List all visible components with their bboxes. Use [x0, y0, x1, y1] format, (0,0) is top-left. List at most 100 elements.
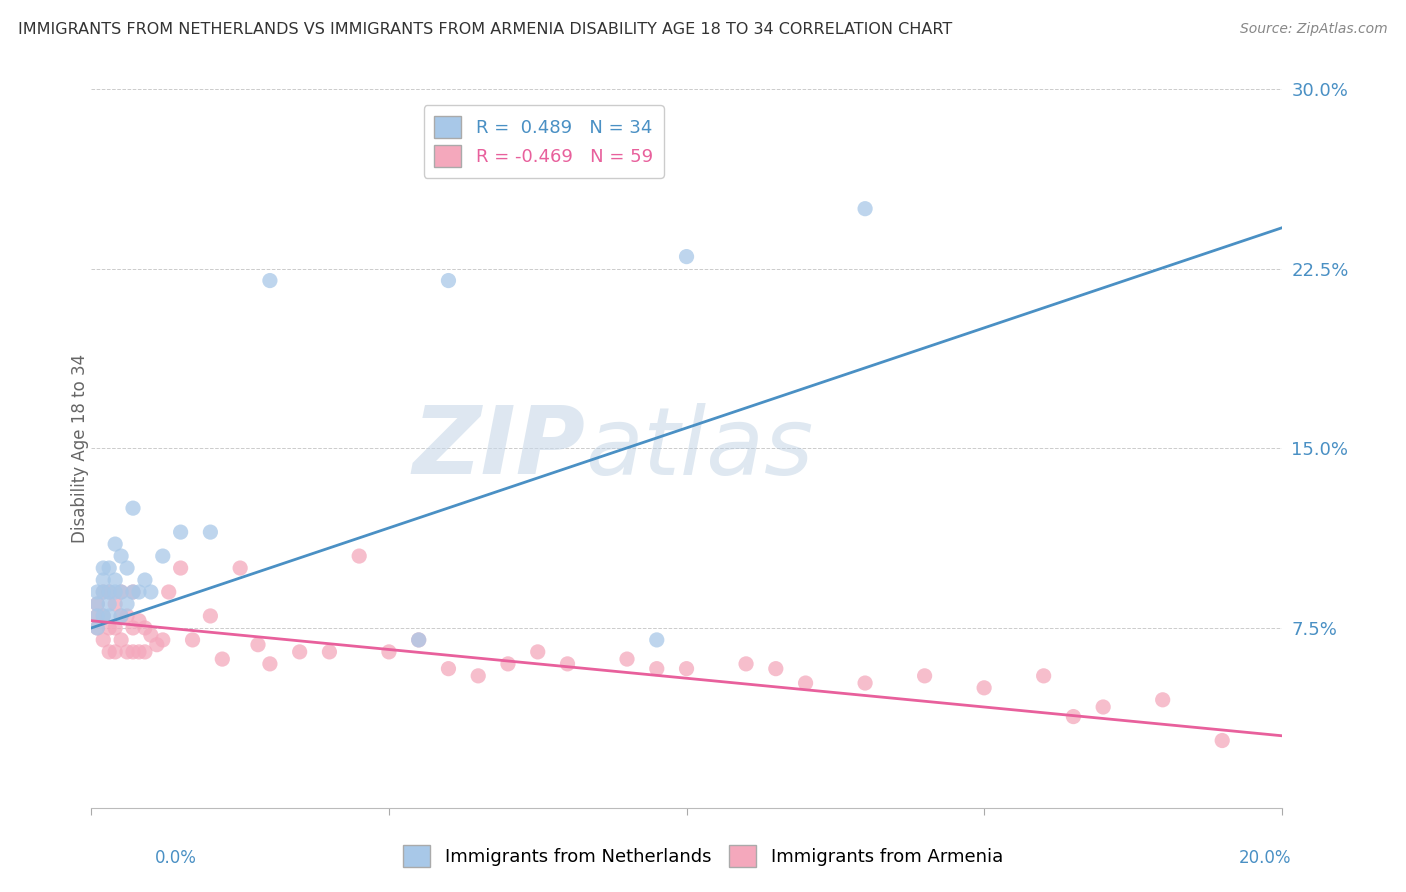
Point — [526, 645, 548, 659]
Point — [98, 645, 121, 659]
Point — [288, 645, 311, 659]
Point — [86, 597, 108, 611]
Point — [1092, 700, 1115, 714]
Point — [557, 657, 579, 671]
Point — [467, 669, 489, 683]
Point — [157, 585, 180, 599]
Point — [104, 597, 127, 611]
Point — [1032, 669, 1054, 683]
Point — [86, 621, 108, 635]
Point — [98, 561, 121, 575]
Point — [152, 632, 174, 647]
Point — [86, 609, 108, 624]
Point — [98, 609, 121, 624]
Point — [794, 676, 817, 690]
Point — [1211, 733, 1233, 747]
Point — [134, 621, 156, 635]
Point — [318, 645, 340, 659]
Point — [86, 585, 108, 599]
Point — [645, 632, 668, 647]
Point — [645, 662, 668, 676]
Point — [128, 614, 150, 628]
Point — [115, 561, 138, 575]
Point — [616, 652, 638, 666]
Point — [675, 250, 697, 264]
Text: 0.0%: 0.0% — [155, 849, 197, 867]
Point — [104, 585, 127, 599]
Point — [169, 525, 191, 540]
Point — [973, 681, 995, 695]
Legend: R =  0.489   N = 34, R = -0.469   N = 59: R = 0.489 N = 34, R = -0.469 N = 59 — [423, 105, 664, 178]
Point — [86, 609, 108, 624]
Point — [146, 638, 169, 652]
Point — [122, 645, 145, 659]
Text: ZIP: ZIP — [412, 402, 585, 494]
Point — [122, 585, 145, 599]
Point — [122, 621, 145, 635]
Point — [139, 628, 162, 642]
Y-axis label: Disability Age 18 to 34: Disability Age 18 to 34 — [72, 354, 89, 543]
Point — [104, 573, 127, 587]
Point — [408, 632, 430, 647]
Point — [110, 609, 132, 624]
Point — [378, 645, 401, 659]
Point — [110, 609, 132, 624]
Point — [408, 632, 430, 647]
Point — [853, 676, 876, 690]
Point — [91, 561, 114, 575]
Point — [229, 561, 252, 575]
Point — [104, 537, 127, 551]
Point — [98, 621, 121, 635]
Point — [104, 645, 127, 659]
Point — [98, 585, 121, 599]
Text: atlas: atlas — [585, 403, 814, 494]
Point — [91, 585, 114, 599]
Point — [86, 621, 108, 635]
Point — [91, 609, 114, 624]
Point — [169, 561, 191, 575]
Point — [122, 501, 145, 516]
Point — [91, 632, 114, 647]
Text: IMMIGRANTS FROM NETHERLANDS VS IMMIGRANTS FROM ARMENIA DISABILITY AGE 18 TO 34 C: IMMIGRANTS FROM NETHERLANDS VS IMMIGRANT… — [18, 22, 952, 37]
Point — [110, 632, 132, 647]
Point — [128, 645, 150, 659]
Point — [110, 549, 132, 563]
Point — [98, 585, 121, 599]
Point — [853, 202, 876, 216]
Point — [134, 573, 156, 587]
Point — [437, 274, 460, 288]
Point — [675, 662, 697, 676]
Text: 20.0%: 20.0% — [1239, 849, 1292, 867]
Point — [139, 585, 162, 599]
Point — [110, 585, 132, 599]
Point — [765, 662, 787, 676]
Point — [200, 525, 222, 540]
Point — [735, 657, 758, 671]
Point — [134, 645, 156, 659]
Point — [115, 597, 138, 611]
Point — [110, 585, 132, 599]
Point — [91, 585, 114, 599]
Point — [91, 609, 114, 624]
Point — [437, 662, 460, 676]
Point — [259, 274, 281, 288]
Legend: Immigrants from Netherlands, Immigrants from Armenia: Immigrants from Netherlands, Immigrants … — [396, 838, 1010, 874]
Point — [104, 621, 127, 635]
Point — [259, 657, 281, 671]
Point — [247, 638, 270, 652]
Point — [115, 609, 138, 624]
Point — [1062, 709, 1084, 723]
Point — [914, 669, 936, 683]
Point — [347, 549, 370, 563]
Point — [181, 632, 204, 647]
Point — [496, 657, 519, 671]
Point — [128, 585, 150, 599]
Point — [91, 573, 114, 587]
Point — [115, 645, 138, 659]
Point — [211, 652, 233, 666]
Point — [1152, 693, 1174, 707]
Point — [122, 585, 145, 599]
Point — [86, 597, 108, 611]
Point — [98, 597, 121, 611]
Text: Source: ZipAtlas.com: Source: ZipAtlas.com — [1240, 22, 1388, 37]
